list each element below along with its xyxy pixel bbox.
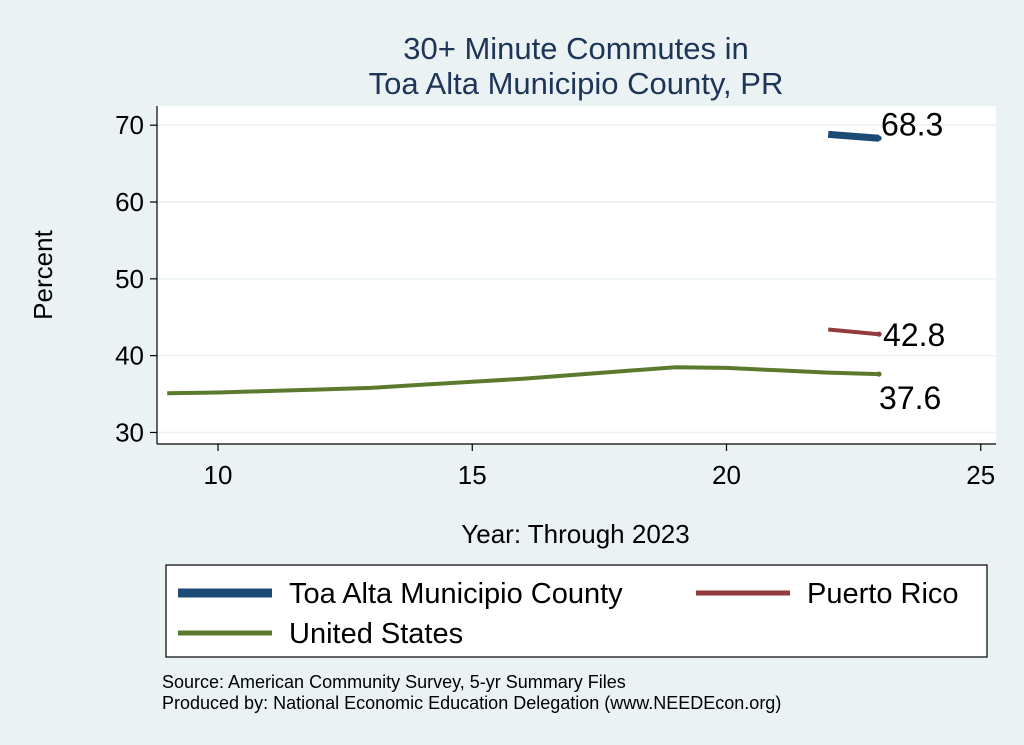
legend-label-united-states: United States bbox=[289, 618, 463, 650]
gridlines bbox=[157, 124, 996, 434]
chart-title-line-1: 30+ Minute Commutes in bbox=[403, 31, 748, 66]
y-tick-label-50: 50 bbox=[115, 264, 144, 294]
x-axis-title: Year: Through 2023 bbox=[461, 519, 689, 549]
series-end-point-puerto-rico bbox=[876, 331, 882, 337]
axes: 30 40 50 60 70 10 15 20 25 bbox=[115, 106, 996, 490]
series-end-point-toa-alta-municipio-county bbox=[876, 135, 882, 141]
series-line-puerto-rico bbox=[828, 327, 880, 337]
series-end-point-united-states bbox=[876, 371, 882, 377]
source-notes: Source: American Community Survey, 5-yr … bbox=[162, 672, 781, 713]
y-axis-title: Percent bbox=[28, 229, 58, 319]
end-label-united-states: 37.6 bbox=[879, 380, 941, 416]
legend: Toa Alta Municipio County Puerto Rico Unit… bbox=[165, 564, 988, 658]
legend-label-toa-alta-municipio-county: Toa Alta Municipio County bbox=[289, 578, 623, 610]
y-tick-label-40: 40 bbox=[115, 341, 144, 371]
source-note: Source: American Community Survey, 5-yr … bbox=[162, 672, 626, 692]
series-layer bbox=[167, 130, 882, 396]
x-tick-label-10: 10 bbox=[204, 460, 233, 490]
x-tick-label-20: 20 bbox=[712, 460, 741, 490]
y-tick-label-60: 60 bbox=[115, 187, 144, 217]
y-tick-label-70: 70 bbox=[115, 110, 144, 140]
series-line-united-states bbox=[167, 365, 880, 396]
plot-area bbox=[157, 106, 996, 444]
legend-label-puerto-rico: Puerto Rico bbox=[807, 578, 959, 610]
x-tick-label-25: 25 bbox=[966, 460, 995, 490]
chart-title-line-2: Toa Alta Municipio County, PR bbox=[369, 66, 784, 101]
chart-title: 30+ Minute Commutes in Toa Alta Municipi… bbox=[369, 31, 784, 101]
series-line-toa-alta-municipio-county bbox=[827, 130, 880, 142]
end-label-toa-alta-municipio-county: 68.3 bbox=[881, 106, 943, 142]
producer-note: Produced by: National Economic Education… bbox=[162, 693, 781, 713]
y-tick-label-30: 30 bbox=[115, 417, 144, 447]
end-labels: 68.3 42.8 37.6 bbox=[879, 106, 945, 416]
end-label-puerto-rico: 42.8 bbox=[883, 317, 945, 353]
x-tick-label-15: 15 bbox=[458, 460, 487, 490]
legend-box bbox=[165, 564, 988, 658]
